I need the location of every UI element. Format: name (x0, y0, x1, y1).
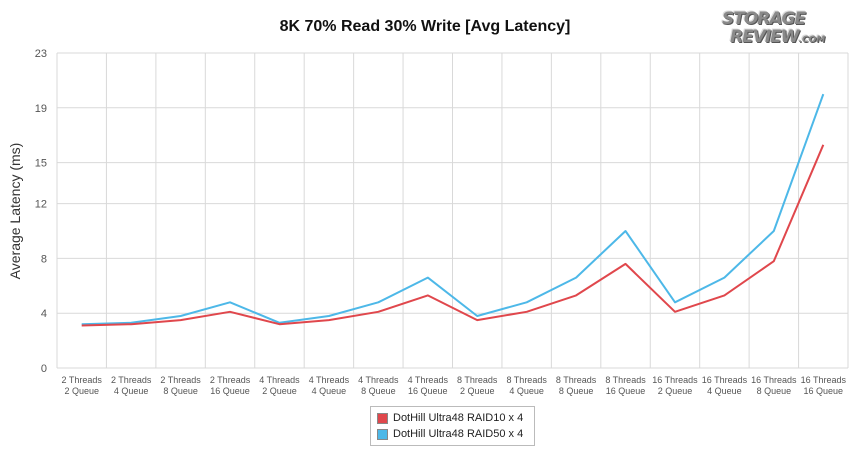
y-tick-label: 4 (41, 308, 47, 320)
y-tick-label: 15 (35, 158, 47, 170)
series-lines (81, 93, 825, 327)
y-tick-label: 12 (35, 199, 47, 211)
x-tick-label: 8 Threads 2 Queue (457, 375, 498, 396)
legend-swatch-raid50 (377, 428, 388, 440)
x-tick-label: 16 Threads 8 Queue (751, 375, 797, 396)
x-tick-label: 4 Threads 8 Queue (358, 375, 399, 396)
legend-label-raid10: DotHill Ultra48 RAID10 x 4 (393, 412, 524, 424)
x-tick-label: 16 Threads 2 Queue (652, 375, 698, 396)
legend-swatch-raid10 (377, 412, 388, 424)
x-tick-label: 2 Threads 4 Queue (111, 375, 152, 396)
series-line-raid50 (81, 93, 825, 326)
x-tick-label: 8 Threads 16 Queue (605, 375, 646, 396)
y-axis-ticks: 0 4 8 12 15 19 23 (35, 48, 47, 375)
x-tick-label: 2 Threads 16 Queue (210, 375, 251, 396)
logo-line-2: REVIEW.COM (722, 28, 840, 49)
y-tick-label: 23 (35, 48, 47, 60)
legend-label-raid50: DotHill Ultra48 RAID50 x 4 (393, 428, 524, 440)
y-tick-label: 8 (41, 253, 47, 265)
x-tick-label: 4 Threads 2 Queue (259, 375, 300, 396)
y-axis-label: Average Latency (ms) (7, 143, 23, 280)
x-axis-ticks: 2 Threads 2 Queue 2 Threads 4 Queue 2 Thread… (62, 375, 847, 396)
y-tick-label: 19 (35, 103, 47, 115)
legend-item-raid10: DotHill Ultra48 RAID10 x 4 (377, 410, 528, 426)
series-line-raid10 (81, 144, 825, 327)
logo-suffix: .COM (798, 35, 826, 45)
logo-line-2-text: REVIEW (730, 27, 800, 47)
x-tick-label: 8 Threads 4 Queue (506, 375, 547, 396)
x-tick-label: 16 Threads 16 Queue (801, 375, 847, 396)
x-tick-label: 2 Threads 2 Queue (62, 375, 103, 396)
x-tick-label: 4 Threads 16 Queue (408, 375, 449, 396)
x-tick-label: 2 Threads 8 Queue (160, 375, 201, 396)
x-tick-label: 16 Threads 4 Queue (702, 375, 748, 396)
y-tick-label: 0 (41, 363, 47, 375)
storagereview-logo: STORAGE REVIEW.COM (722, 10, 840, 50)
logo-line-1: STORAGE (722, 9, 806, 29)
grid (56, 52, 849, 369)
x-tick-label: 8 Threads 8 Queue (556, 375, 597, 396)
legend: DotHill Ultra48 RAID10 x 4 DotHill Ultra… (370, 406, 535, 446)
legend-item-raid50: DotHill Ultra48 RAID50 x 4 (377, 426, 528, 442)
x-tick-label: 4 Threads 4 Queue (309, 375, 350, 396)
chart-title: 8K 70% Read 30% Write [Avg Latency] (279, 18, 571, 35)
